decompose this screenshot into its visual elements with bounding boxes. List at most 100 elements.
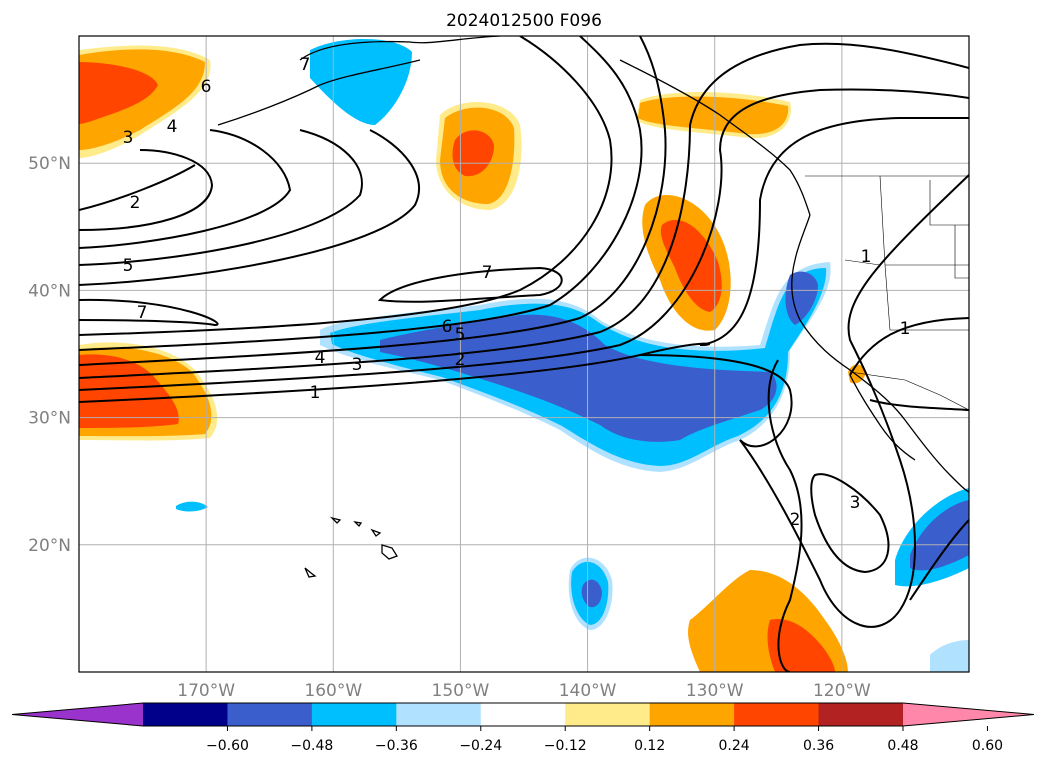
colorbar-tick-label: 0.36	[803, 738, 834, 754]
negative-anomaly-band-core	[380, 314, 777, 442]
map-panel: 6 3 4 2 5 7 7 7 6 5 4 3 2 1 2 3 1 1	[78, 35, 970, 673]
negative-anomaly-small-south-core	[581, 579, 602, 608]
contour-labels: 6 3 4 2 5 7 7 7 6 5 4 3 2 1 2 3 1 1	[123, 55, 911, 530]
positive-anomaly-nw-core	[79, 62, 158, 124]
positive-anomaly-north-central-core	[452, 130, 494, 177]
baja-coastline	[849, 374, 916, 461]
longitude-label: 170°W	[177, 681, 235, 701]
contour-line	[79, 117, 969, 403]
contours	[79, 36, 969, 672]
colorbar-bin	[143, 703, 228, 726]
contour-label: 7	[300, 55, 311, 75]
contour-label: 2	[455, 350, 466, 370]
hawaii-islands	[329, 516, 398, 560]
us-west-coastline	[791, 214, 969, 493]
colorbar-tick-label: 0.12	[634, 738, 665, 754]
contour-label: 6	[201, 77, 212, 97]
colorbar-tick-label: −0.12	[544, 738, 587, 754]
contour-label: 4	[315, 348, 326, 368]
contour-line	[79, 129, 292, 249]
colorbar-tick-label: 0.60	[972, 738, 1003, 754]
negative-anomaly-southeast-core	[910, 500, 969, 571]
colorbar-outline	[11, 702, 1035, 727]
colorbar-bin	[649, 703, 735, 726]
contour-line	[79, 36, 667, 366]
state-borders	[844, 175, 969, 331]
colorbar-bin	[734, 703, 820, 726]
positive-anomaly-sw-core	[79, 354, 179, 428]
contour-line	[79, 36, 643, 351]
colorbar-tick-label: 0.48	[887, 738, 918, 754]
contour-label: 5	[455, 325, 466, 345]
colorbar-bin	[565, 703, 651, 726]
small-island	[304, 567, 317, 578]
colorbar-extend-low	[12, 703, 143, 726]
colorbar: −0.60 −0.48 −0.36 −0.24 −0.12 0.12 0.24 0.36 0.4…	[11, 702, 1035, 754]
negative-anomaly-north	[310, 38, 412, 125]
contour-label: 1	[900, 319, 911, 339]
latitude-labels: 20°N 30°N 40°N 50°N	[28, 154, 71, 556]
contour-label: 7	[137, 303, 148, 323]
longitude-label: 160°W	[304, 681, 362, 701]
colorbar-bin	[396, 703, 482, 726]
contour-label: 7	[482, 263, 493, 283]
colorbar-tick-label: −0.60	[206, 738, 249, 754]
latitude-label: 30°N	[28, 409, 71, 429]
colorbar-tick-label: −0.48	[290, 738, 333, 754]
contour-line	[639, 354, 793, 448]
contour-line	[909, 519, 969, 601]
contour-line	[377, 266, 563, 303]
contour-label: 2	[130, 193, 141, 213]
map-frame	[78, 35, 970, 673]
colorbar-bin	[818, 703, 904, 726]
us-mexico-border	[849, 371, 969, 411]
longitude-label: 120°W	[813, 681, 871, 701]
contour-label: 6	[442, 317, 453, 337]
longitude-label: 130°W	[686, 681, 744, 701]
colorbar-tick-label: −0.24	[459, 738, 502, 754]
contour-line	[739, 174, 969, 628]
colorbar-bin	[311, 703, 397, 726]
negative-anomaly-coastal-core	[785, 271, 818, 325]
colorbar-bin	[227, 703, 313, 726]
colorbar-tick-label: 0.24	[719, 738, 750, 754]
longitude-label: 150°W	[432, 681, 490, 701]
contour-line	[810, 473, 890, 574]
contour-label: 3	[352, 355, 363, 375]
contour-line	[79, 149, 214, 231]
longitude-labels: 170°W 160°W 150°W 140°W 130°W 120°W	[177, 681, 871, 701]
contour-line	[849, 317, 969, 376]
longitude-label: 140°W	[559, 681, 617, 701]
contour-line	[79, 298, 219, 327]
contour-label: 4	[167, 117, 178, 137]
contour-line	[79, 88, 969, 391]
contour-line	[79, 129, 363, 266]
bc-coastline	[619, 59, 811, 216]
positive-anomaly-south-core	[767, 619, 835, 672]
contour-label: 1	[310, 383, 321, 403]
coastlines	[217, 36, 969, 578]
contour-label: 3	[123, 128, 134, 148]
latitude-label: 50°N	[28, 154, 71, 174]
colorbar-bin	[480, 703, 566, 726]
contour-line	[869, 399, 969, 411]
contour-label: 5	[123, 256, 134, 276]
contour-line	[767, 359, 803, 672]
negative-anomaly-small-west	[176, 501, 208, 512]
map-title: 2024012500 F096	[446, 11, 602, 31]
colorbar-extend-high	[903, 703, 1034, 726]
contour-line	[79, 129, 420, 286]
negative-anomaly-far-southeast	[930, 640, 969, 672]
latitude-label: 20°N	[28, 536, 71, 556]
alaska-coastline	[217, 36, 501, 126]
colorbar-tick-label: −0.36	[375, 738, 418, 754]
contour-label: 1	[861, 247, 872, 267]
latitude-label: 40°N	[28, 281, 71, 301]
contour-line	[79, 164, 196, 211]
borders	[805, 175, 969, 411]
contour-line	[79, 42, 969, 379]
shaded-field	[79, 38, 969, 672]
contour-line	[79, 36, 613, 336]
contour-label: 2	[790, 510, 801, 530]
